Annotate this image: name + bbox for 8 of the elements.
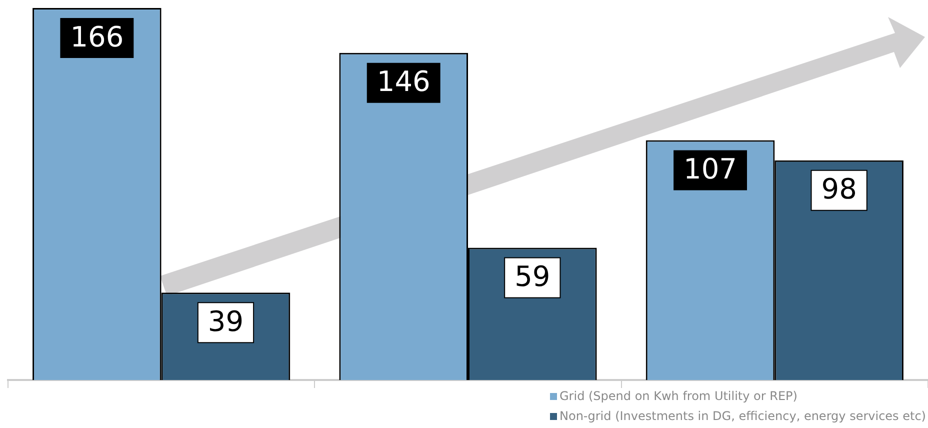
data-label: 146	[376, 65, 430, 98]
legend-label: Non-grid (Investments in DG, efficiency, energy services etc)	[558, 408, 926, 425]
data-label: 59	[514, 260, 550, 294]
data-label: 107	[684, 152, 737, 186]
data-label: 39	[208, 304, 244, 338]
legend-label: Grid (Spend on Kwh from Utility or REP)	[558, 388, 798, 405]
data-label: 98	[821, 172, 857, 206]
data-label: 166	[70, 20, 124, 54]
